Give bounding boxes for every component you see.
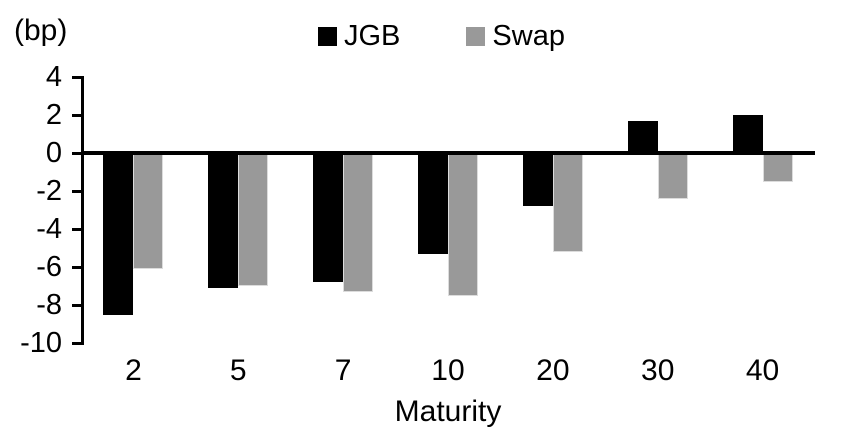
y-axis-unit-label: (bp) bbox=[14, 14, 68, 47]
legend-swatch-jgb bbox=[318, 26, 337, 46]
y-axis-tick-label: -2 bbox=[36, 175, 62, 207]
y-axis-tick-mark bbox=[72, 227, 84, 231]
x-axis-category-label: 40 bbox=[745, 354, 780, 387]
bar-jgb-30 bbox=[627, 120, 658, 153]
bar-swap-40 bbox=[762, 153, 793, 182]
y-axis-tick-mark bbox=[72, 75, 84, 79]
bar-jgb-5 bbox=[208, 153, 239, 288]
legend-label-jgb: JGB bbox=[344, 20, 401, 52]
bar-jgb-10 bbox=[418, 153, 448, 254]
y-axis-tick-label: 2 bbox=[45, 99, 62, 131]
y-axis-tick-mark bbox=[72, 189, 84, 193]
y-axis-tick-label: -4 bbox=[36, 213, 62, 245]
x-axis-category-label: 20 bbox=[536, 354, 570, 387]
bar-swap-7 bbox=[343, 153, 374, 292]
x-axis-category-label: 2 bbox=[125, 354, 142, 387]
bar-swap-10 bbox=[448, 153, 478, 296]
legend-label-swap: Swap bbox=[492, 20, 565, 52]
legend-item-jgb: JGB bbox=[318, 19, 400, 53]
x-axis-category-label: 7 bbox=[334, 354, 352, 387]
x-axis-category-label: 5 bbox=[229, 354, 247, 387]
bar-jgb-20 bbox=[522, 153, 553, 207]
y-axis-tick-mark bbox=[72, 265, 84, 269]
y-axis-tick-mark bbox=[72, 303, 84, 307]
legend: JGB Swap bbox=[318, 19, 565, 53]
y-axis-tick-label: 0 bbox=[45, 137, 62, 169]
legend-item-swap: Swap bbox=[466, 19, 565, 53]
y-axis-tick-mark bbox=[72, 151, 84, 155]
x-axis-title: Maturity bbox=[394, 395, 502, 428]
bar-jgb-2 bbox=[103, 153, 134, 315]
y-axis-line bbox=[81, 76, 84, 345]
x-axis-category-label: 10 bbox=[431, 354, 465, 387]
y-axis-tick-label: 4 bbox=[45, 61, 62, 93]
bar-swap-30 bbox=[657, 153, 688, 199]
y-axis-tick-label: -8 bbox=[36, 289, 62, 321]
x-axis-zero-line bbox=[81, 151, 815, 155]
bar-swap-5 bbox=[238, 153, 269, 286]
y-axis-tick-mark bbox=[72, 341, 84, 345]
bar-swap-20 bbox=[552, 153, 583, 252]
bar-swap-2 bbox=[133, 153, 164, 269]
y-axis-tick-mark bbox=[72, 113, 84, 117]
y-axis-tick-label: -10 bbox=[20, 327, 62, 359]
x-axis-category-label: 30 bbox=[641, 354, 675, 387]
legend-swatch-swap bbox=[466, 26, 486, 46]
y-axis-tick-label: -6 bbox=[36, 251, 62, 283]
bar-jgb-7 bbox=[313, 153, 344, 283]
bar-jgb-40 bbox=[732, 115, 763, 153]
